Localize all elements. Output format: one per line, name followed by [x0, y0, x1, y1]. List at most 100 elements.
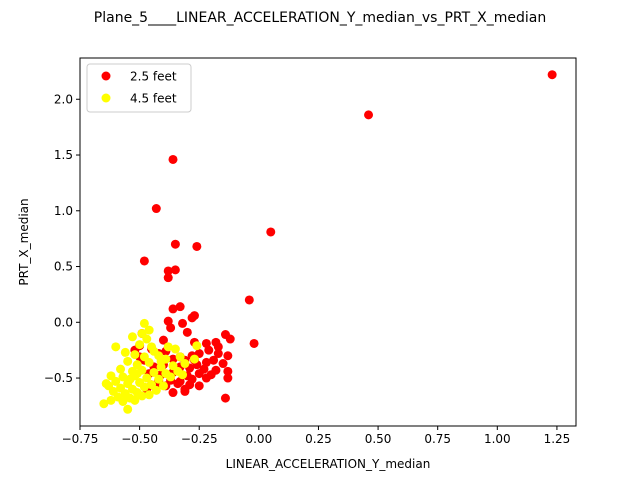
y-tick-label: 0.0	[54, 315, 73, 329]
scatter-point	[118, 396, 128, 406]
scatter-point	[149, 346, 159, 356]
scatter-point	[144, 325, 154, 335]
scatter-point	[168, 154, 178, 164]
scatter-point	[118, 372, 128, 382]
scatter-point	[120, 347, 130, 357]
scatter-point	[163, 266, 173, 276]
scatter-point	[209, 355, 219, 365]
scatter-point	[127, 332, 137, 342]
scatter-point	[135, 340, 145, 350]
scatter-point	[142, 334, 152, 344]
scatter-point	[125, 374, 135, 384]
x-tick-label: 1.25	[544, 432, 571, 446]
x-axis-ticks: −0.75 −0.50 −0.25 0.00 0.25 0.50 0.75 1.00 1.25	[62, 426, 571, 446]
scatter-point	[99, 399, 109, 409]
scatter-point	[213, 349, 223, 359]
scatter-point	[116, 364, 126, 374]
scatter-point	[130, 395, 140, 405]
x-tick-label: 0.25	[305, 432, 332, 446]
scatter-point	[547, 70, 557, 80]
scatter-point	[106, 395, 116, 405]
y-axis-label: PRT_X_median	[17, 198, 31, 285]
y-tick-label: 1.0	[54, 204, 73, 218]
legend-box	[86, 63, 192, 113]
scatter-point	[111, 376, 121, 386]
scatter-point	[168, 388, 178, 398]
scatter-point	[166, 323, 176, 333]
scatter-point	[178, 370, 188, 380]
legend-label-4-5-feet: 4.5 feet	[130, 92, 177, 106]
scatter-point	[123, 356, 133, 366]
x-tick-label: 1.00	[484, 432, 511, 446]
scatter-point	[111, 342, 121, 352]
scatter-point	[139, 256, 149, 266]
scatter-point	[223, 366, 233, 376]
scatter-point	[142, 373, 152, 383]
scatter-point	[130, 350, 140, 360]
scatter-point	[187, 313, 197, 323]
scatter-point	[180, 386, 190, 396]
scatter-point	[151, 385, 161, 395]
scatter-point	[201, 373, 211, 383]
x-tick-label: 0.75	[424, 432, 451, 446]
scatter-point	[158, 335, 168, 345]
scatter-point	[178, 318, 188, 328]
scatter-point	[192, 241, 202, 251]
scatter-point	[139, 318, 149, 328]
scatter-point	[225, 334, 235, 344]
x-tick-label: −0.25	[181, 432, 218, 446]
scatter-point	[173, 379, 183, 389]
scatter-point	[266, 227, 276, 237]
scatter-point	[101, 379, 111, 389]
scatter-point	[218, 359, 228, 369]
x-tick-label: 0.50	[365, 432, 392, 446]
scatter-point	[204, 345, 214, 355]
y-tick-label: −0.5	[44, 371, 73, 385]
scatter-point	[189, 354, 199, 364]
y-tick-label: 2.0	[54, 92, 73, 106]
scatter-point	[249, 338, 259, 348]
y-axis-ticks: −0.5 0.0 0.5 1.0 1.5 2.0	[44, 92, 80, 385]
scatter-point	[170, 239, 180, 249]
scatter-point	[175, 352, 185, 362]
scatter-point	[364, 110, 374, 120]
scatter-point	[123, 404, 133, 414]
scatter-point	[168, 304, 178, 314]
legend-marker-2-5-feet	[101, 71, 111, 81]
scatter-point	[158, 381, 168, 391]
scatter-point	[182, 327, 192, 337]
points-layer	[99, 70, 557, 414]
scatter-point	[192, 341, 202, 351]
chart-title: Plane_5____LINEAR_ACCELERATION_Y_median_…	[94, 10, 546, 26]
scatter-point	[163, 273, 173, 283]
scatter-point	[163, 342, 173, 352]
legend-marker-4-5-feet	[101, 93, 111, 103]
scatter-point	[170, 265, 180, 275]
x-axis-label: LINEAR_ACCELERATION_Y_median	[226, 457, 431, 471]
scatter-point	[213, 342, 223, 352]
y-tick-label: 1.5	[54, 148, 73, 162]
scatter-point	[151, 204, 161, 214]
scatter-point	[194, 369, 204, 379]
scatter-point	[149, 367, 159, 377]
x-tick-label: −0.75	[62, 432, 99, 446]
legend-label-2-5-feet: 2.5 feet	[130, 70, 177, 84]
scatter-point	[168, 354, 178, 364]
scatter-point	[156, 356, 166, 366]
scatter-point	[175, 302, 185, 312]
scatter-point	[132, 369, 142, 379]
x-tick-label: 0.00	[245, 432, 272, 446]
scatter-point	[137, 391, 147, 401]
scatter-point	[180, 359, 190, 369]
scatter-point	[144, 357, 154, 367]
scatter-point	[220, 393, 230, 403]
plot-frame	[79, 57, 577, 427]
scatter-point	[244, 295, 254, 305]
y-tick-label: 0.5	[54, 260, 73, 274]
scatter-point	[194, 381, 204, 391]
scatter-point	[170, 344, 180, 354]
x-tick-label: −0.50	[121, 432, 158, 446]
scatter-point	[223, 373, 233, 383]
scatter-point	[223, 351, 233, 361]
